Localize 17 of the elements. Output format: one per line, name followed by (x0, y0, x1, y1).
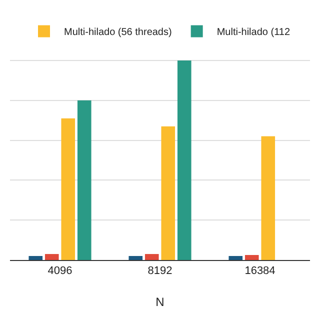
bar (244, 255, 259, 260)
x-axis-title: N (156, 295, 164, 309)
bar (77, 100, 92, 260)
x-tick-label: 4096 (48, 265, 72, 278)
x-tick-label: 16384 (244, 265, 276, 278)
bar (177, 60, 192, 260)
bar (28, 256, 43, 260)
bar (44, 254, 59, 260)
bar (128, 256, 143, 260)
bar (161, 126, 176, 260)
legend-label: Multi-hilado (112 (216, 27, 290, 38)
x-tick-label: 8192 (148, 265, 172, 278)
bar (228, 256, 243, 260)
legend-label: Multi-hilado (56 threads) (64, 27, 172, 38)
bar (261, 136, 276, 260)
bar (61, 118, 76, 260)
bar (144, 254, 159, 260)
